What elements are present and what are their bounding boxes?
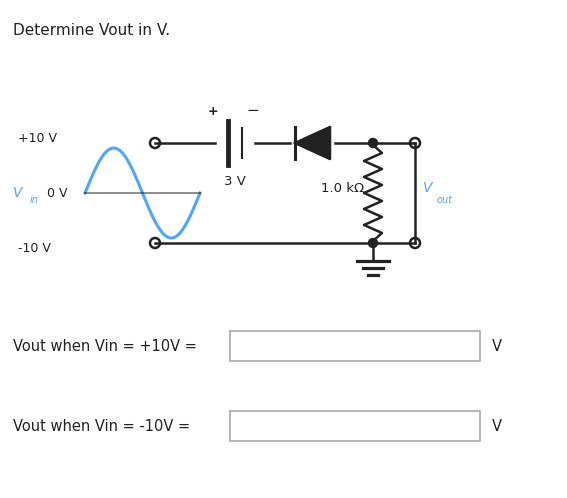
Text: Determine Vout in V.: Determine Vout in V. — [13, 23, 170, 38]
Text: V: V — [423, 181, 433, 195]
Text: 0 V: 0 V — [47, 186, 67, 200]
FancyBboxPatch shape — [230, 411, 480, 441]
FancyBboxPatch shape — [230, 331, 480, 361]
Circle shape — [369, 239, 378, 248]
Text: Vout when Vin = +10V =: Vout when Vin = +10V = — [13, 339, 197, 354]
Text: 3 V: 3 V — [224, 175, 246, 188]
Text: +: + — [208, 105, 218, 118]
Text: in: in — [30, 195, 39, 205]
Text: V: V — [13, 186, 23, 200]
Text: out: out — [437, 195, 453, 205]
Text: 1.0 kΩ: 1.0 kΩ — [321, 181, 364, 195]
Text: −: − — [247, 103, 259, 118]
Text: Vout when Vin = -10V =: Vout when Vin = -10V = — [13, 418, 190, 433]
Polygon shape — [295, 127, 330, 159]
Circle shape — [369, 138, 378, 147]
Text: +10 V: +10 V — [18, 131, 57, 144]
Text: -10 V: -10 V — [18, 242, 51, 254]
Text: V: V — [492, 339, 502, 354]
Text: V: V — [492, 418, 502, 433]
